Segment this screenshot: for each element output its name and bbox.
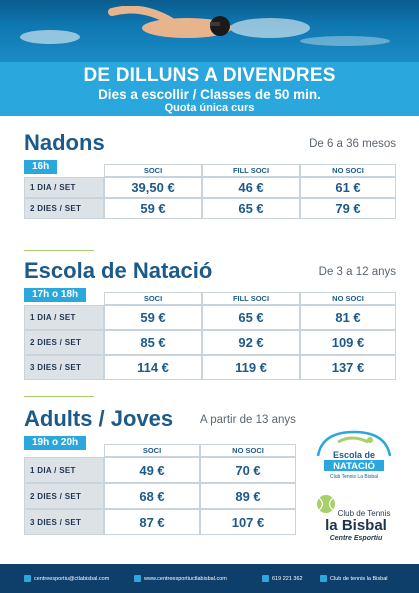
row-label: 3 DIES / SET	[24, 355, 104, 380]
swimmer-logo-icon: Escola de NATACIÓ Club Tennis La Bisbal	[316, 430, 392, 480]
escola-natacio-logo: Escola de NATACIÓ Club Tennis La Bisbal	[312, 426, 396, 482]
column-header: SOCI	[104, 164, 202, 177]
footer-web[interactable]: www.centreesportiuctlabisbal.com	[134, 575, 227, 582]
schedule-badge: 16h	[24, 160, 58, 174]
price-cell: 59 €	[104, 305, 202, 330]
column-header: FILL SOCI	[202, 164, 300, 177]
table-row: 2 DIES / SET 68 € 89 €	[24, 483, 296, 509]
section-divider	[24, 396, 94, 397]
column-header: NO SOCI	[300, 164, 396, 177]
section-nadons: Nadons De 6 a 36 mesos 16h SOCI FILL SOC…	[24, 130, 396, 240]
row-label: 2 DIES / SET	[24, 198, 104, 219]
footer-facebook-text: Club de tennis la Bisbal	[330, 575, 388, 582]
footer-web-text: www.centreesportiuctlabisbal.com	[144, 575, 227, 582]
club-text-line1: Club de Tennis	[338, 509, 391, 518]
column-header: SOCI	[104, 444, 200, 457]
email-icon	[24, 575, 31, 582]
section-title: Escola de Natació	[24, 258, 213, 283]
swimmer-icon	[108, 6, 232, 38]
price-table: SOCI NO SOCI 1 DIA / SET 49 € 70 € 2 DIE…	[24, 444, 296, 535]
price-cell: 85 €	[104, 330, 202, 355]
row-label: 2 DIES / SET	[24, 330, 104, 355]
price-cell: 68 €	[104, 483, 200, 509]
price-cell: 59 €	[104, 198, 202, 219]
price-cell: 119 €	[202, 355, 300, 380]
section-title: Nadons	[24, 130, 105, 155]
row-label: 1 DIA / SET	[24, 305, 104, 330]
footer-email[interactable]: centreesportiu@ctlabisbal.com	[24, 575, 109, 582]
schedule-badge: 19h o 20h	[24, 436, 87, 450]
section-adults-joves: Adults / Joves A partir de 13 anys 19h o…	[24, 406, 304, 546]
footer-phone[interactable]: 619 221 362	[262, 575, 303, 582]
price-cell: 46 €	[202, 177, 300, 198]
row-label: 2 DIES / SET	[24, 483, 104, 509]
price-cell: 70 €	[200, 457, 296, 483]
price-cell: 137 €	[300, 355, 396, 380]
row-label: 1 DIA / SET	[24, 457, 104, 483]
table-row: 3 DIES / SET 114 € 119 € 137 €	[24, 355, 396, 380]
price-cell: 81 €	[300, 305, 396, 330]
price-cell: 65 €	[202, 198, 300, 219]
phone-icon	[262, 575, 269, 582]
table-row: 1 DIA / SET 39,50 € 46 € 61 €	[24, 177, 396, 198]
logo-text-line3: Club Tennis La Bisbal	[330, 474, 378, 480]
banner-subtitle: Dies a escollir / Classes de 50 min.	[98, 87, 321, 102]
logo-text-line2: NATACIÓ	[333, 460, 375, 472]
price-cell: 61 €	[300, 177, 396, 198]
footer-phone-text: 619 221 362	[272, 575, 303, 582]
schedule-banner: DE DILLUNS A DIVENDRES Dies a escollir /…	[0, 62, 419, 116]
club-text-line2: la Bisbal	[325, 517, 387, 534]
tennis-ball-icon: Club de Tennis la Bisbal Centre Esportiu	[317, 495, 391, 542]
section-age: De 6 a 36 mesos	[309, 138, 396, 150]
hero-swimmer-photo	[0, 0, 419, 62]
section-escola-natacio: Escola de Natació De 3 a 12 anys 17h o 1…	[24, 258, 396, 388]
club-text-line3: Centre Esportiu	[330, 535, 383, 542]
table-row: 2 DIES / SET 85 € 92 € 109 €	[24, 330, 396, 355]
section-divider	[24, 250, 94, 251]
logo-text-line1: Escola de	[333, 450, 375, 460]
price-cell: 65 €	[202, 305, 300, 330]
globe-icon	[134, 575, 141, 582]
price-cell: 92 €	[202, 330, 300, 355]
price-cell: 109 €	[300, 330, 396, 355]
banner-title: DE DILLUNS A DIVENDRES	[83, 65, 336, 86]
price-cell: 107 €	[200, 509, 296, 535]
row-label: 1 DIA / SET	[24, 177, 104, 198]
schedule-badge: 17h o 18h	[24, 288, 87, 302]
contact-footer: centreesportiu@ctlabisbal.com www.centre…	[0, 564, 419, 593]
facebook-icon	[320, 575, 327, 582]
section-age: A partir de 13 anys	[200, 414, 296, 426]
table-row: 1 DIA / SET 49 € 70 €	[24, 457, 296, 483]
table-row: 1 DIA / SET 59 € 65 € 81 €	[24, 305, 396, 330]
row-label: 3 DIES / SET	[24, 509, 104, 535]
price-cell: 49 €	[104, 457, 200, 483]
price-table: SOCI FILL SOCI NO SOCI 1 DIA / SET 59 € …	[24, 292, 396, 380]
footer-email-text: centreesportiu@ctlabisbal.com	[34, 575, 110, 582]
section-age: De 3 a 12 anys	[318, 266, 396, 278]
column-header: FILL SOCI	[202, 292, 300, 305]
column-header: SOCI	[104, 292, 202, 305]
footer-facebook[interactable]: Club de tennis la Bisbal	[320, 575, 387, 582]
banner-quota: Quota única curs	[164, 102, 255, 114]
club-tennis-logo: Club de Tennis la Bisbal Centre Esportiu	[308, 492, 398, 546]
price-cell: 89 €	[200, 483, 296, 509]
price-table: SOCI FILL SOCI NO SOCI 1 DIA / SET 39,50…	[24, 164, 396, 219]
table-row: 2 DIES / SET 59 € 65 € 79 €	[24, 198, 396, 219]
price-cell: 87 €	[104, 509, 200, 535]
column-header: NO SOCI	[200, 444, 296, 457]
price-cell: 114 €	[104, 355, 202, 380]
column-header: NO SOCI	[300, 292, 396, 305]
price-cell: 79 €	[300, 198, 396, 219]
section-title: Adults / Joves	[24, 406, 174, 431]
price-cell: 39,50 €	[104, 177, 202, 198]
table-row: 3 DIES / SET 87 € 107 €	[24, 509, 296, 535]
